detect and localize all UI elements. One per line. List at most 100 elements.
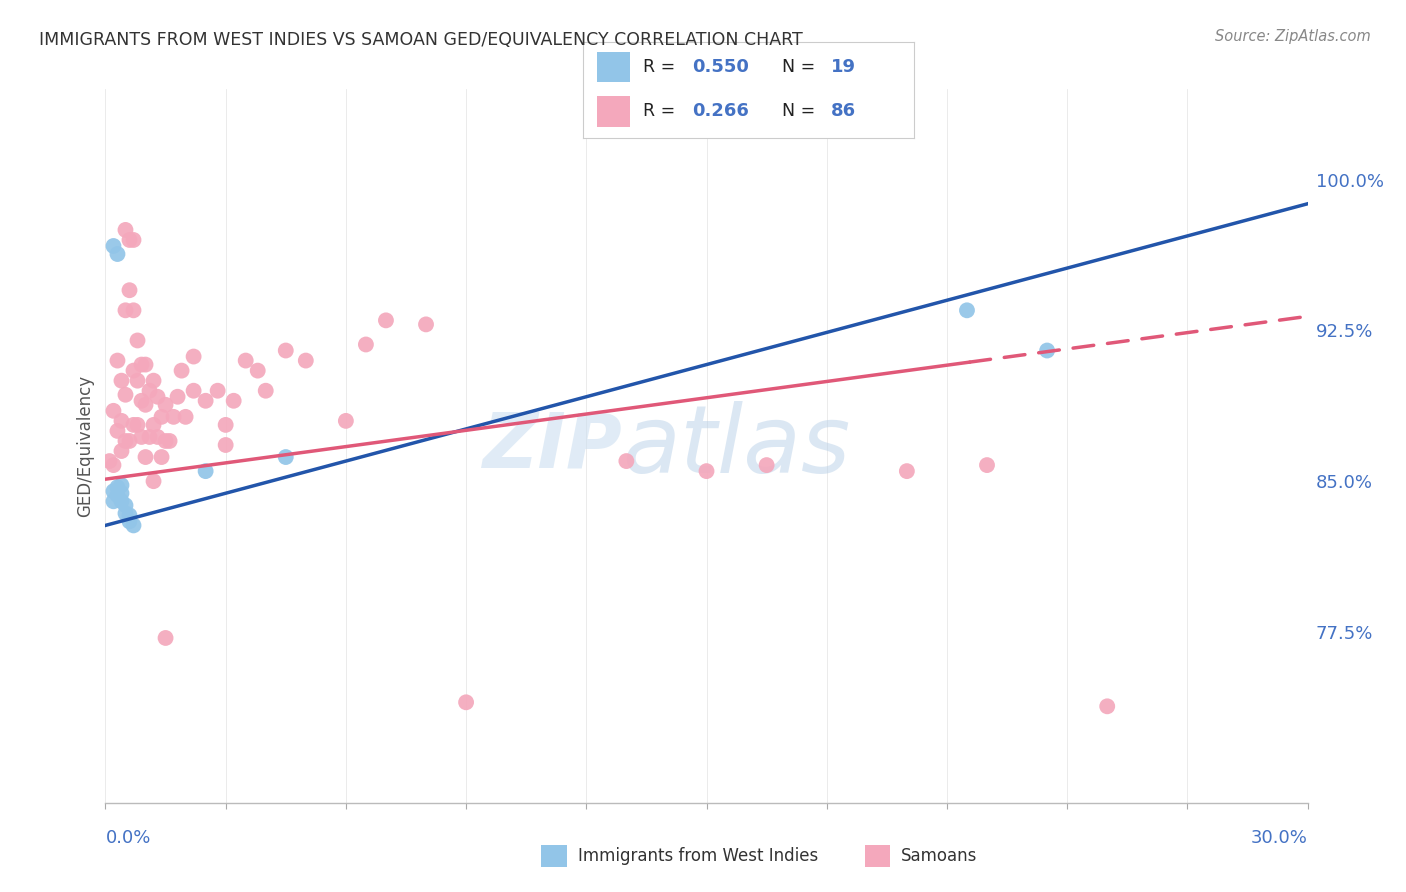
Point [103, 239, 125, 253]
Point [254, 384, 277, 398]
Point [214, 438, 236, 452]
Point [183, 384, 205, 398]
Point [118, 515, 141, 529]
Point [138, 384, 160, 398]
Y-axis label: GED/Equivalency: GED/Equivalency [76, 375, 94, 517]
Point [155, 398, 177, 412]
Point [354, 337, 377, 351]
Point [146, 390, 169, 404]
Point [110, 478, 132, 492]
Point [755, 458, 778, 472]
Point [222, 393, 245, 408]
Point [142, 417, 165, 432]
Point [103, 494, 125, 508]
Point [159, 434, 181, 448]
Point [107, 488, 129, 502]
Point [122, 233, 145, 247]
Point [142, 474, 165, 488]
Point [246, 363, 269, 377]
Text: 0.266: 0.266 [693, 103, 749, 120]
Point [415, 318, 437, 332]
Point [114, 434, 136, 448]
Point [174, 409, 197, 424]
Point [131, 430, 153, 444]
Point [103, 484, 125, 499]
Point [335, 414, 357, 428]
Point [155, 434, 177, 448]
Point [155, 631, 177, 645]
Point [114, 223, 136, 237]
Point [183, 350, 205, 364]
Point [454, 695, 477, 709]
Point [235, 353, 257, 368]
Point [896, 464, 918, 478]
Point [122, 303, 145, 318]
Point [696, 464, 718, 478]
Point [274, 343, 297, 358]
Point [107, 353, 129, 368]
Bar [596, 52, 630, 82]
Point [170, 363, 193, 377]
Point [956, 303, 979, 318]
Point [98, 454, 121, 468]
Point [166, 390, 188, 404]
Text: Immigrants from West Indies: Immigrants from West Indies [578, 847, 818, 865]
Point [107, 424, 129, 438]
Point [114, 388, 136, 402]
Point [118, 233, 141, 247]
Point [114, 303, 136, 318]
Text: Source: ZipAtlas.com: Source: ZipAtlas.com [1215, 29, 1371, 44]
Point [1097, 699, 1119, 714]
Point [118, 434, 141, 448]
Point [110, 414, 132, 428]
Point [118, 508, 141, 523]
Point [110, 494, 132, 508]
Point [118, 283, 141, 297]
Point [131, 358, 153, 372]
Point [107, 480, 129, 494]
Point [135, 450, 157, 464]
Bar [596, 95, 630, 127]
Text: IMMIGRANTS FROM WEST INDIES VS SAMOAN GED/EQUIVALENCY CORRELATION CHART: IMMIGRANTS FROM WEST INDIES VS SAMOAN GE… [39, 31, 803, 49]
Text: 19: 19 [831, 58, 856, 76]
Point [150, 409, 173, 424]
Point [122, 417, 145, 432]
Point [114, 498, 136, 512]
Point [142, 374, 165, 388]
Point [295, 353, 318, 368]
Text: 30.0%: 30.0% [1251, 830, 1308, 847]
Point [207, 384, 229, 398]
Point [194, 393, 217, 408]
Point [122, 518, 145, 533]
Text: atlas: atlas [623, 401, 851, 491]
Point [110, 444, 132, 458]
Text: 0.0%: 0.0% [105, 830, 150, 847]
Text: 86: 86 [831, 103, 856, 120]
Point [616, 454, 638, 468]
Point [374, 313, 398, 327]
Point [214, 417, 236, 432]
Point [146, 430, 169, 444]
Point [138, 430, 160, 444]
Text: 0.550: 0.550 [693, 58, 749, 76]
Point [114, 506, 136, 520]
Point [127, 417, 149, 432]
Point [110, 374, 132, 388]
Point [127, 334, 149, 348]
Point [135, 358, 157, 372]
Point [122, 363, 145, 377]
Point [131, 393, 153, 408]
Point [976, 458, 998, 472]
Text: Samoans: Samoans [901, 847, 977, 865]
Text: ZIP: ZIP [482, 409, 623, 483]
Point [1036, 343, 1059, 358]
Point [103, 404, 125, 418]
Point [194, 464, 217, 478]
Text: N =: N = [782, 103, 821, 120]
Point [103, 458, 125, 472]
Point [107, 247, 129, 261]
Text: R =: R = [643, 58, 681, 76]
Text: R =: R = [643, 103, 681, 120]
Text: N =: N = [782, 58, 821, 76]
Point [162, 409, 184, 424]
